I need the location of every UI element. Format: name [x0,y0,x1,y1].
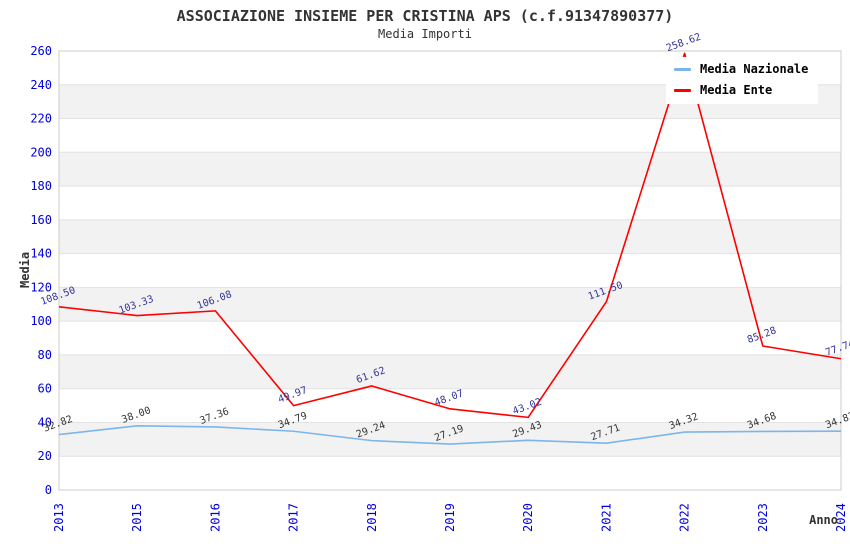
x-tick-label: 2013 [52,503,66,532]
legend-label-media-ente: Media Ente [700,83,773,97]
x-tick-label: 2018 [365,503,379,532]
legend-item-media-nazionale[interactable]: Media Nazionale [674,62,808,76]
y-tick-label: 260 [30,44,52,58]
y-tick-label: 20 [38,449,52,463]
data-label: 48.07 [433,388,465,409]
x-tick-label: 2021 [599,503,613,532]
y-tick-label: 240 [30,78,52,92]
x-tick-label: 2024 [834,503,848,532]
y-tick-label: 160 [30,213,52,227]
y-tick-label: 100 [30,314,52,328]
x-axis-title: Anno [809,513,838,527]
media-ente-line [58,52,842,419]
x-tick-label: 2022 [678,503,692,532]
y-axis-title: Media [18,252,32,288]
y-tick-label: 80 [38,348,52,362]
legend-label-media-nazionale: Media Nazionale [700,62,809,76]
x-tick-label: 2016 [208,503,222,532]
chart-title: ASSOCIAZIONE INSIEME PER CRISTINA APS (c… [176,7,674,25]
chart-subtitle: Media Importi [378,27,472,41]
plot-band [59,152,841,187]
x-tick-label: 2015 [130,503,144,532]
media-nazionale-line [58,425,842,445]
y-tick-label: 180 [30,179,52,193]
x-tick-label: 2019 [443,503,457,532]
plot-band [59,287,841,322]
media-nazionale-line-swatch [674,67,691,71]
plot-band [59,219,841,254]
legend-item-media-ente[interactable]: Media Ente [674,83,808,97]
y-tick-label: 200 [30,145,52,159]
y-tick-label: 40 [38,415,52,429]
plot-band [59,422,841,457]
y-tick-label: 120 [30,280,52,294]
y-tick-label: 140 [30,247,52,261]
x-tick-label: 2023 [756,503,770,532]
plot-border [58,50,842,491]
x-tick-label: 2017 [287,503,301,532]
plot-band [59,354,841,389]
legend: Media Nazionale Media Ente [666,57,819,104]
y-tick-label: 0 [45,483,52,497]
x-tick-label: 2020 [521,503,535,532]
data-label: 43.02 [511,397,543,418]
y-tick-label: 220 [30,112,52,126]
y-tick-label: 60 [38,382,52,396]
media-ente-line-swatch [674,88,691,92]
